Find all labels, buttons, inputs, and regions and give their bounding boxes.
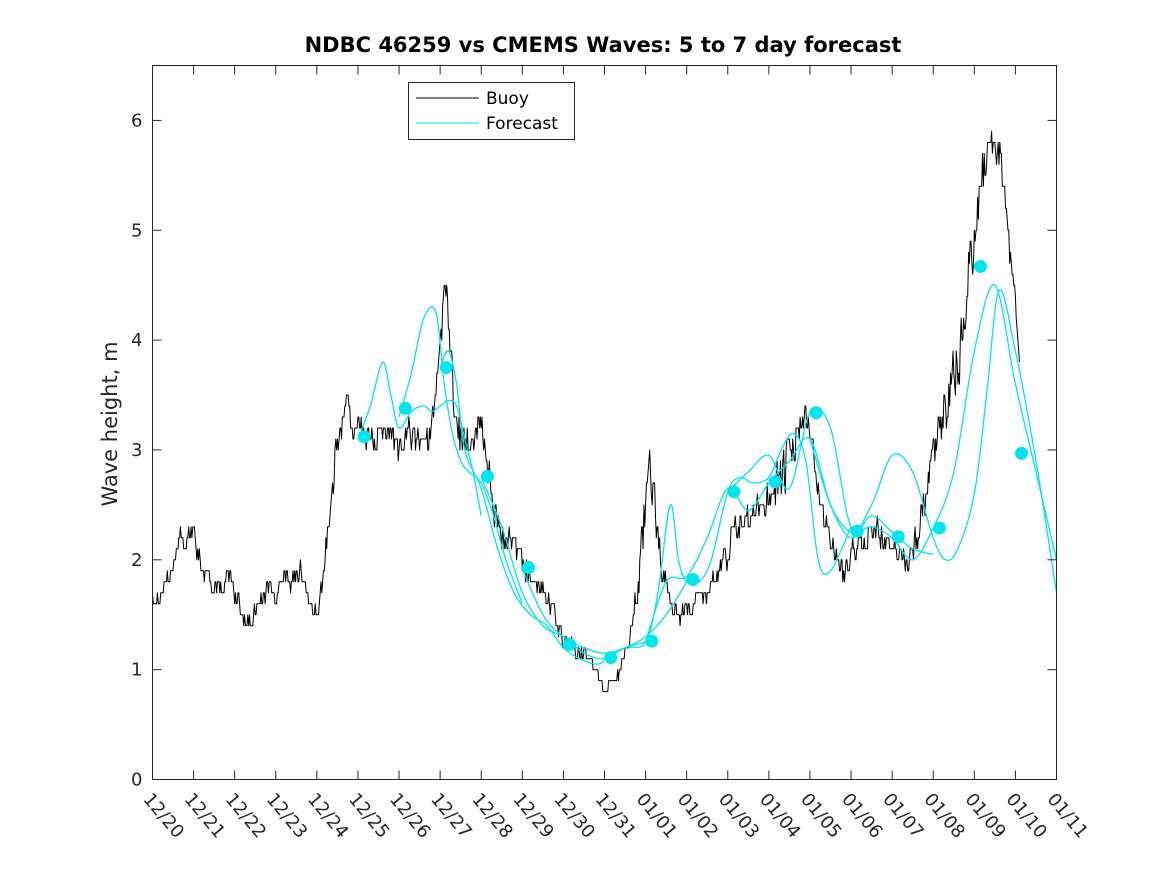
- y-axis-label: Wave height, m: [98, 341, 122, 506]
- legend-label-forecast: Forecast: [486, 114, 558, 134]
- y-tick-label: 2: [131, 550, 142, 571]
- forecast-marker: [521, 560, 535, 574]
- buoy-line: [152, 130, 1020, 693]
- y-tick-label: 1: [131, 660, 142, 681]
- forecast-run-8: [727, 289, 1058, 593]
- forecast-marker: [850, 524, 864, 538]
- legend-box: [408, 82, 575, 140]
- forecast-marker: [1015, 446, 1029, 460]
- y-tick-label: 0: [131, 770, 142, 791]
- buoy-series: [152, 130, 1020, 693]
- forecast-marker: [645, 634, 659, 648]
- forecast-marker: [604, 651, 618, 665]
- legend-label-buoy: Buoy: [486, 89, 529, 109]
- forecast-markers: [357, 260, 1029, 665]
- y-tick-label: 6: [131, 110, 142, 131]
- forecast-run-3: [439, 350, 605, 665]
- forecast-marker: [686, 573, 700, 587]
- forecast-run-2: [398, 306, 523, 604]
- forecast-marker: [439, 361, 453, 375]
- forecast-series: [357, 284, 1058, 665]
- forecast-marker: [480, 469, 494, 483]
- forecast-run-7: [644, 436, 934, 643]
- forecast-run-5: [521, 568, 688, 654]
- plot-area: [152, 65, 1057, 780]
- forecast-marker: [357, 430, 371, 444]
- forecast-marker: [973, 260, 987, 274]
- forecast-run-1: [357, 361, 482, 517]
- chart-title: NDBC 46259 vs CMEMS Waves: 5 to 7 day fo…: [305, 33, 902, 57]
- legend: Buoy Forecast: [408, 82, 575, 140]
- forecast-marker: [891, 530, 905, 544]
- y-tick-label: 5: [131, 220, 142, 241]
- y-tick-label: 3: [131, 440, 142, 461]
- y-tick-label: 4: [131, 330, 142, 351]
- forecast-marker: [727, 485, 741, 499]
- forecast-marker: [398, 401, 412, 415]
- forecast-marker: [563, 637, 577, 651]
- forecast-marker: [932, 521, 946, 535]
- forecast-marker: [809, 406, 823, 420]
- forecast-marker: [768, 475, 782, 489]
